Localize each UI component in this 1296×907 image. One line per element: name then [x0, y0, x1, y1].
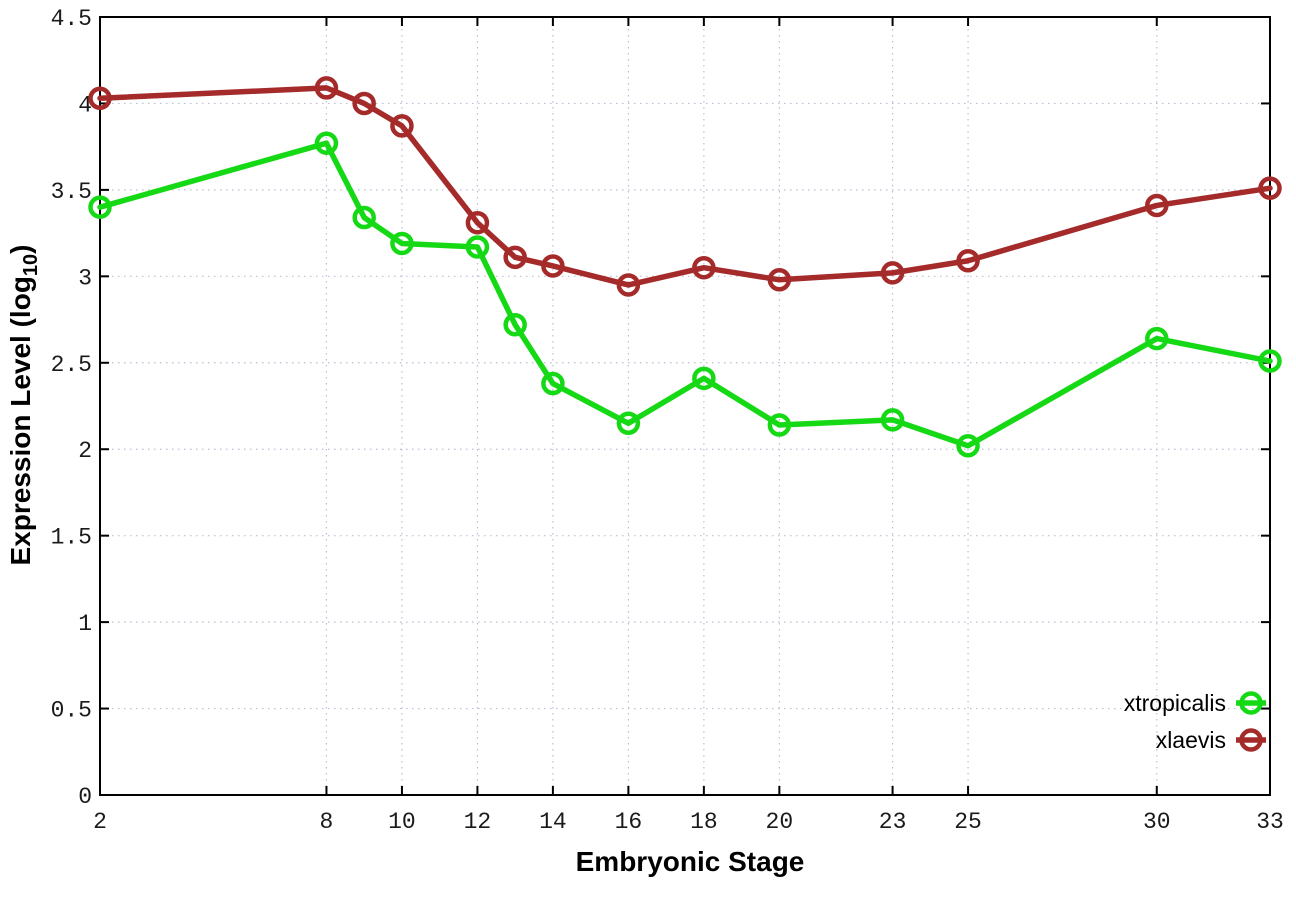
- x-tick-label: 30: [1143, 809, 1171, 835]
- y-axis-title-close: ): [5, 244, 37, 254]
- data-point-xtropicalis: [1258, 349, 1282, 373]
- y-axis-title-text: Expression Level (log: [5, 276, 37, 566]
- data-point-xtropicalis: [541, 371, 565, 396]
- y-tick-label: 2.5: [51, 352, 92, 378]
- data-point-xlaevis: [1258, 176, 1282, 200]
- y-tick-label: 3: [78, 265, 92, 291]
- data-point-xtropicalis: [1145, 326, 1169, 351]
- data-point-xlaevis: [541, 254, 565, 278]
- x-tick-label: 10: [388, 809, 416, 835]
- data-point-xtropicalis: [503, 312, 527, 337]
- y-tick-label: 1.5: [51, 525, 92, 551]
- x-tick-label: 20: [766, 809, 794, 835]
- data-point-xlaevis: [1145, 193, 1169, 218]
- legend-sample-marker-xlaevis: [1239, 728, 1263, 752]
- data-point-xlaevis: [503, 245, 527, 270]
- data-point-xlaevis: [314, 76, 339, 100]
- plot-border: [99, 16, 1271, 796]
- data-point-xlaevis: [88, 86, 112, 111]
- series-line-xlaevis: [97, 85, 1273, 288]
- x-tick-label: 16: [615, 809, 643, 835]
- x-tick-label: 2: [93, 809, 107, 835]
- legend-label-xlaevis: xlaevis: [1156, 727, 1226, 753]
- y-tick-label: 0: [78, 784, 92, 810]
- data-point-xtropicalis: [465, 235, 490, 259]
- data-point-xtropicalis: [880, 408, 905, 432]
- data-point-xtropicalis: [767, 413, 792, 437]
- data-point-xlaevis: [390, 114, 414, 138]
- data-point-xtropicalis: [352, 205, 376, 230]
- data-point-xlaevis: [465, 210, 490, 235]
- data-point-xtropicalis: [692, 366, 716, 391]
- x-axis-title: Embryonic Stage: [575, 846, 805, 877]
- y-tick-label: 1: [78, 611, 92, 637]
- x-tick-label: 14: [539, 809, 567, 835]
- x-tick-label: 33: [1256, 809, 1284, 835]
- data-point-xlaevis: [956, 249, 980, 273]
- data-point-xlaevis: [767, 268, 792, 292]
- series-line-xtropicalis: [97, 140, 1273, 449]
- legend-label-xtropicalis: xtropicalis: [1124, 690, 1226, 716]
- data-point-xlaevis: [880, 261, 905, 285]
- y-tick-label: 2: [78, 438, 92, 464]
- data-point-xlaevis: [352, 91, 376, 116]
- data-point-xtropicalis: [390, 231, 414, 256]
- y-axis-title: Expression Level (log10): [5, 245, 43, 566]
- data-point-xtropicalis: [616, 411, 641, 436]
- x-tick-label: 23: [879, 809, 907, 835]
- y-axis-title-subscript: 10: [19, 253, 42, 277]
- legend-sample-marker-xtropicalis: [1239, 691, 1263, 715]
- x-tick-label: 8: [320, 809, 334, 835]
- data-point-xlaevis: [616, 273, 641, 297]
- x-tick-label: 12: [464, 809, 492, 835]
- x-tick-label: 18: [690, 809, 718, 835]
- data-point-xtropicalis: [314, 131, 339, 155]
- data-point-xtropicalis: [956, 434, 980, 458]
- x-tick-label: 25: [954, 809, 982, 835]
- data-point-xlaevis: [692, 255, 716, 280]
- data-point-xtropicalis: [88, 195, 112, 219]
- y-tick-label: 0.5: [51, 698, 92, 724]
- y-tick-label: 4.5: [51, 6, 92, 32]
- y-tick-label: 3.5: [51, 179, 92, 205]
